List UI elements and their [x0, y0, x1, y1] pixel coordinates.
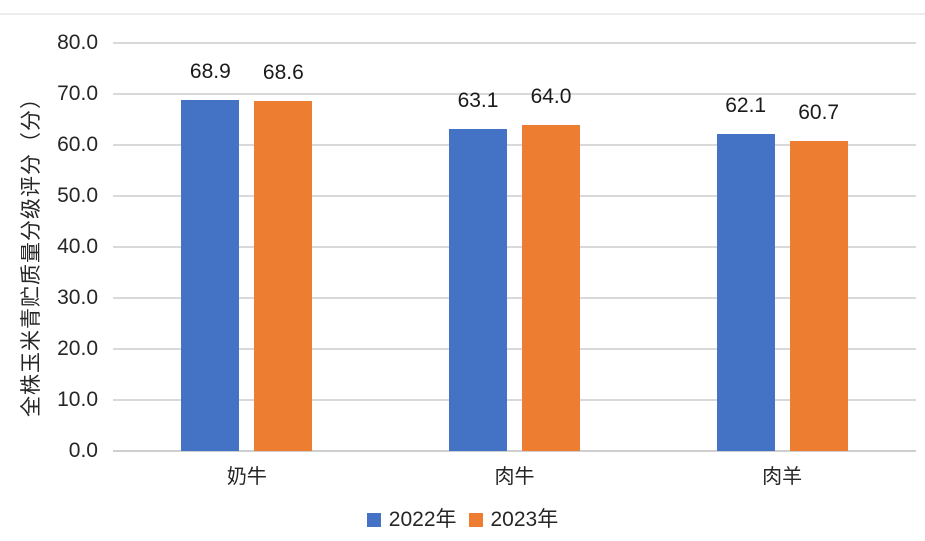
legend-swatch-icon — [366, 513, 381, 527]
y-tick-label: 10.0 — [57, 388, 98, 411]
x-axis-line — [113, 450, 916, 452]
gridline — [113, 93, 916, 95]
legend: 2022年 2023年 — [0, 508, 925, 532]
y-tick-label: 50.0 — [57, 184, 98, 207]
gridline — [113, 297, 916, 299]
top-border-line — [0, 13, 925, 15]
gridline — [113, 348, 916, 350]
data-label: 63.1 — [457, 89, 499, 113]
data-label: 64.0 — [530, 84, 572, 108]
legend-swatch-icon — [468, 513, 483, 527]
x-category-label: 肉羊 — [762, 466, 803, 488]
legend-item-2023年: 2023年 — [468, 508, 559, 532]
bar-2023年-肉牛 — [522, 124, 580, 451]
y-tick-label: 60.0 — [57, 133, 98, 156]
plot-area — [113, 42, 916, 452]
legend-label: 2023年 — [490, 508, 559, 531]
y-tick-label: 70.0 — [57, 82, 98, 105]
y-tick-label: 0.0 — [68, 439, 98, 462]
gridline — [113, 42, 916, 44]
x-category-label: 奶牛 — [226, 466, 267, 488]
bar-2022年-肉羊 — [716, 134, 775, 451]
gridline — [113, 144, 916, 146]
bar-2023年-奶牛 — [254, 101, 313, 451]
x-category-label: 肉牛 — [494, 466, 535, 488]
data-label: 60.7 — [798, 101, 840, 125]
bar-2022年-肉牛 — [449, 129, 507, 451]
data-label: 68.6 — [262, 61, 304, 85]
legend-label: 2022年 — [388, 508, 457, 531]
y-tick-label: 30.0 — [57, 286, 98, 309]
bar-2023年-肉羊 — [789, 141, 848, 451]
y-tick-label: 20.0 — [57, 337, 98, 360]
data-label: 62.1 — [725, 94, 767, 118]
y-tick-label: 80.0 — [57, 31, 98, 54]
y-tick-label: 40.0 — [57, 235, 98, 258]
gridline — [113, 195, 916, 197]
gridline — [113, 246, 916, 248]
bar-2022年-奶牛 — [181, 99, 240, 451]
gridline — [113, 399, 916, 401]
legend-item-2022年: 2022年 — [366, 508, 457, 532]
data-label: 68.9 — [189, 59, 231, 83]
